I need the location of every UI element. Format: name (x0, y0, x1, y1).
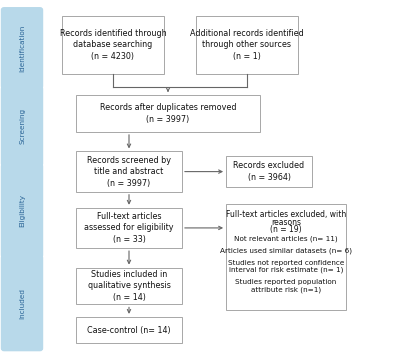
Text: Identification: Identification (19, 24, 25, 72)
FancyBboxPatch shape (226, 156, 312, 187)
FancyBboxPatch shape (76, 208, 182, 248)
Text: Additional records identified
through other sources
(n = 1): Additional records identified through ot… (190, 29, 304, 61)
Text: Screening: Screening (19, 108, 25, 144)
Text: Eligibility: Eligibility (19, 194, 25, 227)
Text: Records after duplicates removed
(n = 3997): Records after duplicates removed (n = 39… (100, 103, 236, 124)
FancyBboxPatch shape (76, 268, 182, 304)
Text: (n = 19): (n = 19) (270, 225, 302, 234)
Text: Studies reported population
attribute risk (n=1): Studies reported population attribute ri… (235, 279, 337, 293)
Text: reasons: reasons (271, 218, 301, 227)
Text: Studies included in
qualitative synthesis
(n = 14): Studies included in qualitative synthesi… (88, 270, 170, 302)
FancyBboxPatch shape (76, 95, 260, 132)
Text: Records screened by
title and abstract
(n = 3997): Records screened by title and abstract (… (87, 156, 171, 188)
Text: Articles used similar datasets (n= 6): Articles used similar datasets (n= 6) (220, 248, 352, 254)
Text: Full-text articles excluded, with: Full-text articles excluded, with (226, 210, 346, 220)
FancyBboxPatch shape (76, 151, 182, 192)
FancyBboxPatch shape (226, 204, 346, 310)
Text: Full-text articles
assessed for eligibility
(n = 33): Full-text articles assessed for eligibil… (84, 212, 174, 244)
FancyBboxPatch shape (1, 255, 43, 351)
Text: Records identified through
database searching
(n = 4230): Records identified through database sear… (60, 29, 166, 61)
Text: Records excluded
(n = 3964): Records excluded (n = 3964) (234, 161, 304, 182)
FancyBboxPatch shape (1, 86, 43, 166)
FancyBboxPatch shape (62, 16, 164, 74)
FancyBboxPatch shape (76, 317, 182, 343)
Text: Not relevant articles (n= 11): Not relevant articles (n= 11) (234, 236, 338, 242)
FancyBboxPatch shape (196, 16, 298, 74)
FancyBboxPatch shape (1, 7, 43, 89)
Text: Case-control (n= 14): Case-control (n= 14) (87, 326, 171, 334)
Text: Studies not reported confidence
interval for risk estimate (n= 1): Studies not reported confidence interval… (228, 260, 344, 273)
FancyBboxPatch shape (1, 163, 43, 258)
Text: Included: Included (19, 288, 25, 319)
